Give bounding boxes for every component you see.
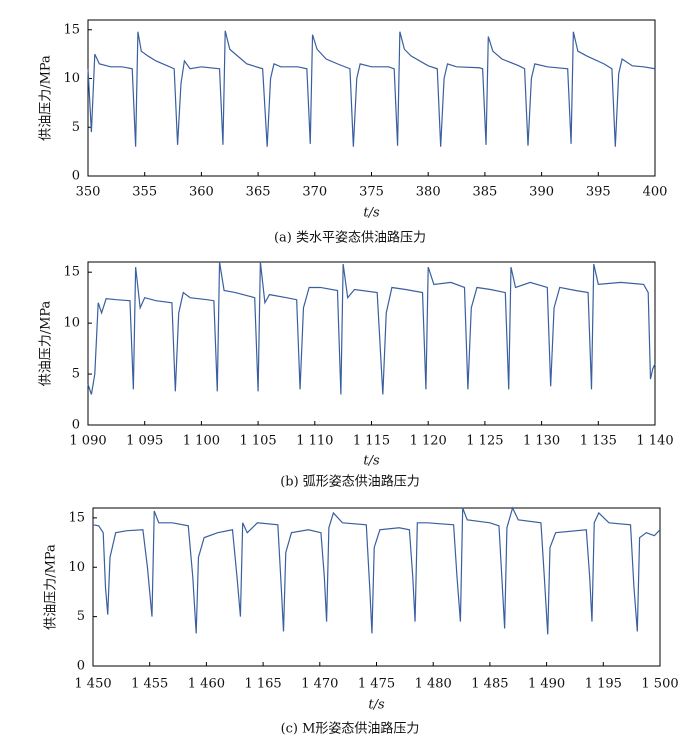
- x-axis-label: t/s: [368, 698, 385, 713]
- x-tick-label: 1 480: [415, 677, 452, 692]
- x-tick-label: 360: [189, 185, 214, 200]
- y-axis-label: 供油压力/MPa: [39, 55, 54, 141]
- x-tick-label: 1 115: [353, 434, 390, 449]
- y-tick-label: 10: [63, 316, 80, 331]
- y-tick-label: 15: [63, 22, 80, 37]
- caption: (a) 类水平姿态供油路压力: [274, 230, 426, 246]
- y-tick-label: 15: [63, 265, 80, 280]
- x-axis-label: t/s: [363, 454, 380, 469]
- x-tick-label: 1 135: [580, 434, 617, 449]
- data-line: [92, 506, 661, 635]
- x-tick-label: 1 095: [126, 434, 163, 449]
- x-tick-label: 395: [586, 185, 611, 200]
- x-tick-label: 1 490: [528, 677, 565, 692]
- y-axis-label: 供油压力/MPa: [44, 544, 59, 630]
- x-tick-label: 1 130: [523, 434, 560, 449]
- x-tick-label: 1 120: [410, 434, 447, 449]
- x-tick-label: 1 475: [358, 677, 395, 692]
- x-tick-label: 355: [132, 185, 157, 200]
- data-line: [87, 261, 656, 395]
- x-axis-label: t/s: [363, 206, 380, 221]
- x-tick-label: 1 105: [239, 434, 276, 449]
- x-tick-label: 1 100: [183, 434, 220, 449]
- y-tick-label: 0: [72, 169, 80, 184]
- x-tick-label: 375: [359, 185, 384, 200]
- x-tick-label: 1 500: [641, 677, 678, 692]
- x-tick-label: 365: [246, 185, 271, 200]
- x-tick-label: 1 125: [466, 434, 503, 449]
- x-tick-label: 1 455: [131, 677, 168, 692]
- y-tick-label: 5: [77, 609, 85, 624]
- data-line: [87, 30, 656, 147]
- x-tick-label: 1 165: [244, 677, 281, 692]
- y-tick-label: 0: [77, 659, 85, 674]
- x-tick-label: 390: [529, 185, 554, 200]
- panel: 0 5 10 15 1 450 1 455 1 460 1 165 1 470 1 475 1 48…: [44, 507, 679, 737]
- x-tick-label: 1 470: [301, 677, 338, 692]
- plot-frame: [92, 507, 661, 667]
- y-axis-label: 供油压力/MPa: [39, 300, 54, 386]
- y-tick-label: 5: [72, 367, 80, 382]
- x-tick-label: 350: [76, 185, 101, 200]
- x-tick-label: 1 450: [74, 677, 111, 692]
- y-tick-label: 10: [63, 71, 80, 86]
- x-tick-label: 1 195: [585, 677, 622, 692]
- y-tick-label: 0: [72, 418, 80, 433]
- caption: (c) M形姿态供油路压力: [281, 721, 420, 737]
- x-tick-label: 380: [416, 185, 441, 200]
- x-tick-label: 1 110: [296, 434, 333, 449]
- y-tick-label: 10: [68, 560, 85, 575]
- x-tick-label: 1 485: [471, 677, 508, 692]
- x-tick-label: 370: [302, 185, 327, 200]
- x-tick-label: 1 140: [636, 434, 673, 449]
- caption: (b) 弧形姿态供油路压力: [280, 474, 420, 490]
- y-tick-label: 5: [72, 120, 80, 135]
- x-tick-label: 1 460: [188, 677, 225, 692]
- plot-frame: [87, 19, 656, 177]
- x-tick-label: 385: [472, 185, 497, 200]
- x-tick-label: 400: [643, 185, 668, 200]
- x-tick-label: 1 090: [69, 434, 106, 449]
- panel: 0 5 10 15 1 090 1 095 1 100 1 105 1 110 1 115 1 12…: [39, 261, 674, 490]
- y-tick-label: 15: [68, 510, 85, 525]
- panel: 0 5 10 15 350 355 360 365 370 375 380 385 390 395 400 t…: [39, 19, 668, 246]
